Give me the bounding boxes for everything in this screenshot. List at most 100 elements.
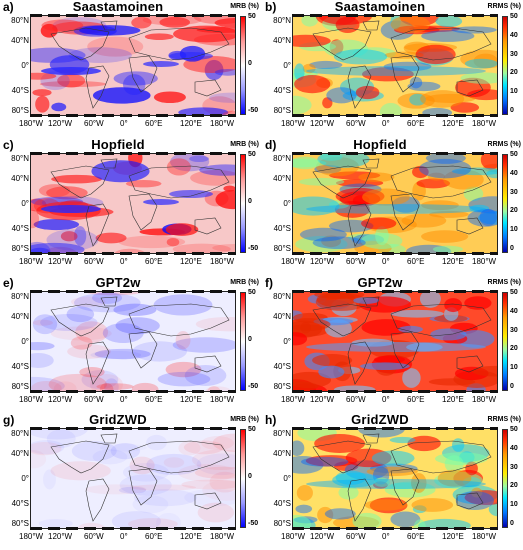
- coastline: [194, 79, 222, 97]
- panel-label: b): [265, 0, 277, 14]
- colorbar-title: MRB (%): [230, 3, 259, 10]
- coastline: [128, 27, 230, 61]
- coastline: [128, 331, 158, 369]
- world-map: [30, 15, 236, 116]
- lon-tick-label: 0°: [120, 395, 128, 404]
- lat-tick-label: 40°S: [11, 362, 29, 371]
- coastline: [85, 341, 110, 385]
- world-map: [30, 428, 236, 529]
- lat-tick-label: 80°N: [11, 429, 29, 438]
- coastline: [312, 303, 372, 337]
- colorbar-tick-label: 0: [248, 473, 252, 480]
- lat-tick-label: 0°: [21, 199, 29, 208]
- colorbar-tick-label: 50: [510, 13, 518, 20]
- map-frame-dashes: [30, 290, 236, 293]
- lat-tick-label: 0°: [283, 337, 291, 346]
- lon-tick-label: 180°W: [210, 395, 235, 404]
- lat-tick-label: 80°N: [273, 292, 291, 301]
- colorbar-tick-label: 50: [510, 426, 518, 433]
- colorbar-tick-label: 0: [510, 245, 514, 252]
- coastline: [390, 440, 492, 474]
- coastline: [390, 303, 492, 337]
- lat-tick-label: 80°S: [273, 382, 291, 391]
- colorbar-tick-label: 10: [510, 226, 518, 234]
- colorbar-title: MRB (%): [230, 416, 259, 423]
- lon-tick-label: 60°E: [145, 395, 163, 404]
- lat-tick-label: 80°N: [273, 429, 291, 438]
- panel-title: GridZWD: [351, 412, 409, 427]
- panel-c: c) Hopfield MRB (%) 80°N 40°N 0° 40°S 80°S 180°W…: [0, 137, 261, 275]
- map-frame-dashes: [30, 527, 236, 530]
- lat-tick-label: 80°S: [273, 519, 291, 528]
- coastline: [390, 468, 420, 506]
- panel-h: h) GridZWD RRMS (%) 80°N 40°N 0° 40°S 80°S 180°W…: [262, 412, 523, 550]
- colorbar: [240, 16, 246, 115]
- coastline: [85, 65, 110, 109]
- map-frame-dashes: [292, 527, 498, 530]
- coastline: [456, 217, 484, 235]
- lon-tick-label: 120°W: [48, 119, 73, 128]
- coastline: [100, 296, 118, 307]
- lat-tick-label: 0°: [283, 474, 291, 483]
- coastline: [456, 355, 484, 373]
- lat-tick-label: 0°: [21, 61, 29, 70]
- lon-tick-label: 180°W: [281, 119, 306, 128]
- lat-tick-label: 80°S: [11, 382, 29, 391]
- lon-tick-label: 120°E: [442, 532, 464, 541]
- coastline: [456, 492, 484, 510]
- map-frame-dashes: [292, 252, 498, 255]
- lat-tick-label: 40°N: [273, 449, 291, 458]
- map-frame-dashes: [292, 114, 498, 117]
- colorbar-tick-label: 50: [248, 426, 256, 433]
- lon-tick-label: 60°W: [84, 532, 104, 541]
- panel-a: a) Saastamoinen MRB (%) 80°N 40°N 0° 40°S 80°S 1…: [0, 0, 261, 137]
- colorbar-tick-label: 10: [510, 364, 518, 372]
- coastline: [312, 440, 372, 474]
- lon-tick-label: 180°W: [472, 532, 497, 541]
- lat-tick-label: 40°N: [11, 449, 29, 458]
- coastline: [312, 27, 372, 61]
- panel-title: GPT2w: [357, 275, 403, 290]
- lat-tick-label: 80°N: [273, 16, 291, 25]
- coastline: [128, 55, 158, 93]
- panel-g: g) GridZWD MRB (%) 80°N 40°N 0° 40°S 80°S 180°W 1…: [0, 412, 261, 550]
- coastline: [390, 55, 420, 93]
- panel-label: e): [3, 276, 14, 290]
- coastline: [347, 478, 372, 522]
- coastline: [362, 433, 380, 444]
- map-field: [31, 154, 235, 253]
- colorbar-tick-label: 0: [510, 520, 514, 527]
- lat-tick-label: 0°: [21, 337, 29, 346]
- lat-tick-label: 40°N: [11, 174, 29, 183]
- lat-tick-label: 80°S: [273, 244, 291, 253]
- colorbar: [502, 429, 508, 528]
- lon-tick-label: 180°W: [281, 395, 306, 404]
- panel-label: c): [3, 138, 14, 152]
- lon-tick-label: 120°W: [310, 119, 335, 128]
- lon-tick-label: 180°W: [472, 119, 497, 128]
- colorbar-tick-label: -50: [248, 107, 259, 114]
- lon-tick-label: 120°E: [442, 395, 464, 404]
- panel-e: e) GPT2w MRB (%) 80°N 40°N 0° 40°S 80°S 180°W 120…: [0, 275, 261, 413]
- colorbar-tick-label: 50: [248, 13, 256, 20]
- colorbar: [502, 292, 508, 391]
- colorbar-tick-label: 0: [510, 383, 514, 390]
- panel-label: a): [3, 0, 14, 14]
- colorbar-tick-label: 0: [248, 336, 252, 343]
- coastline: [100, 433, 118, 444]
- lon-tick-label: 60°W: [346, 119, 366, 128]
- world-map: [292, 15, 498, 116]
- lon-tick-label: 60°W: [84, 257, 104, 266]
- colorbar-tick-label: 0: [510, 107, 514, 114]
- coastline: [347, 341, 372, 385]
- colorbar-tick-label: 30: [510, 50, 518, 58]
- colorbar-title: MRB (%): [230, 141, 259, 148]
- lon-tick-label: 180°W: [281, 257, 306, 266]
- colorbar-tick-label: 20: [510, 69, 518, 77]
- lat-tick-label: 0°: [21, 474, 29, 483]
- map-field: [293, 292, 497, 391]
- lon-tick-label: 120°W: [310, 257, 335, 266]
- colorbar-tick-label: 10: [510, 88, 518, 96]
- lat-tick-label: 80°S: [273, 106, 291, 115]
- colorbar-tick-label: 30: [510, 326, 518, 334]
